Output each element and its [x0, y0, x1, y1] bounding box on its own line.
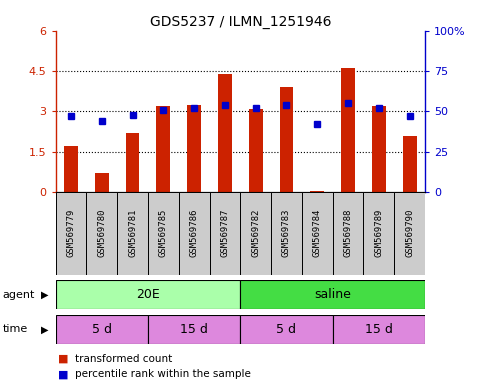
Bar [156, 106, 170, 192]
FancyBboxPatch shape [240, 315, 333, 344]
Text: GSM569787: GSM569787 [220, 209, 229, 257]
Bar [64, 146, 78, 192]
Bar [311, 191, 324, 192]
FancyBboxPatch shape [56, 280, 240, 309]
FancyBboxPatch shape [271, 192, 302, 275]
Text: transformed count: transformed count [75, 354, 172, 364]
FancyBboxPatch shape [117, 192, 148, 275]
Text: GDS5237 / ILMN_1251946: GDS5237 / ILMN_1251946 [150, 15, 331, 29]
FancyBboxPatch shape [56, 315, 148, 344]
FancyBboxPatch shape [394, 192, 425, 275]
Bar [280, 87, 293, 192]
FancyBboxPatch shape [364, 192, 394, 275]
Bar [372, 106, 386, 192]
FancyBboxPatch shape [148, 192, 179, 275]
Text: GSM569789: GSM569789 [374, 209, 384, 257]
Text: percentile rank within the sample: percentile rank within the sample [75, 369, 251, 379]
Text: GSM569786: GSM569786 [190, 209, 199, 257]
FancyBboxPatch shape [333, 192, 364, 275]
Text: 5 d: 5 d [276, 323, 297, 336]
Bar [126, 133, 140, 192]
Text: GSM569784: GSM569784 [313, 209, 322, 257]
Bar [341, 68, 355, 192]
FancyBboxPatch shape [86, 192, 117, 275]
Text: ▶: ▶ [41, 290, 48, 300]
Text: GSM569780: GSM569780 [97, 209, 106, 257]
Bar [218, 74, 232, 192]
Bar [403, 136, 416, 192]
Text: 15 d: 15 d [180, 323, 208, 336]
Text: ▶: ▶ [41, 324, 48, 334]
FancyBboxPatch shape [240, 192, 271, 275]
Bar [187, 104, 201, 192]
Text: GSM569788: GSM569788 [343, 209, 353, 257]
Text: GSM569782: GSM569782 [251, 209, 260, 257]
Text: 20E: 20E [136, 288, 160, 301]
Text: GSM569781: GSM569781 [128, 209, 137, 257]
Text: GSM569783: GSM569783 [282, 209, 291, 257]
FancyBboxPatch shape [148, 315, 240, 344]
Text: GSM569790: GSM569790 [405, 209, 414, 257]
Text: 15 d: 15 d [365, 323, 393, 336]
Text: saline: saline [314, 288, 351, 301]
Text: ■: ■ [58, 369, 69, 379]
Bar [249, 109, 263, 192]
Text: 5 d: 5 d [92, 323, 112, 336]
FancyBboxPatch shape [56, 192, 86, 275]
FancyBboxPatch shape [302, 192, 333, 275]
Bar [95, 173, 109, 192]
Text: ■: ■ [58, 354, 69, 364]
FancyBboxPatch shape [210, 192, 240, 275]
FancyBboxPatch shape [333, 315, 425, 344]
Text: agent: agent [2, 290, 35, 300]
Text: GSM569785: GSM569785 [159, 209, 168, 257]
Text: time: time [2, 324, 28, 334]
FancyBboxPatch shape [179, 192, 210, 275]
FancyBboxPatch shape [240, 280, 425, 309]
Text: GSM569779: GSM569779 [67, 209, 75, 257]
